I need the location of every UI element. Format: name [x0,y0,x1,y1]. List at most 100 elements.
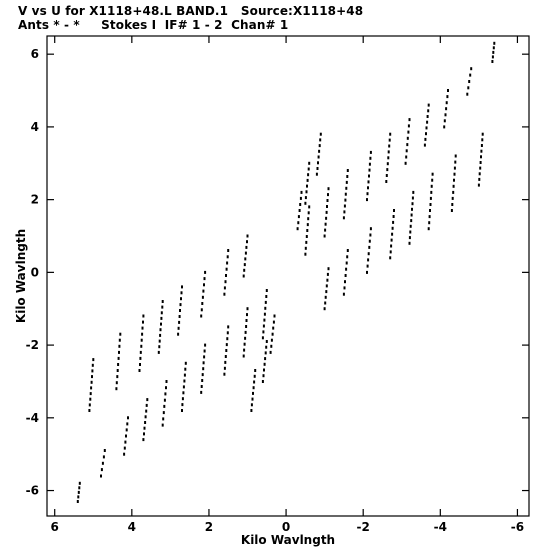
uv-point [251,397,254,401]
uv-point [142,438,145,442]
uv-point [140,338,143,342]
uv-point [271,332,274,336]
chart-title: V vs U for X1118+48.L BAND.1 Source:X111… [18,4,364,18]
uv-point [144,421,147,424]
uv-point [223,366,226,370]
uv-point [264,351,267,355]
uv-point [451,196,454,200]
uv-point [298,209,301,212]
uv-point [89,397,92,401]
plot-frame [46,35,530,517]
uv-point [77,495,80,499]
y-tick-label: -4 [26,411,39,425]
uv-point [246,240,248,244]
uv-point [453,172,456,176]
uv-point [326,278,329,282]
uv-point [326,272,329,276]
uv-point [141,326,144,330]
x-tick-label: 2 [205,520,213,534]
uv-point [100,468,103,472]
uv-point [164,392,167,396]
uv-point [262,330,265,334]
uv-point [315,172,318,176]
uv-point [453,178,455,182]
uv-point [390,238,393,242]
uv-point [91,363,94,367]
uv-point [296,227,299,231]
uv-point [270,344,273,348]
y-tick-label: -6 [26,484,39,498]
uv-point [366,192,369,196]
uv-point [178,320,181,324]
uv-point [367,180,370,184]
uv-point [316,167,319,170]
uv-point [466,92,469,96]
uv-point [226,331,229,335]
uv-point [306,178,309,182]
uv-point [344,274,347,277]
uv-point [368,174,370,178]
uv-point [481,138,484,142]
uv-point [160,316,163,320]
uv-point [184,361,187,365]
uv-point [299,196,302,200]
uv-point [264,300,267,304]
uv-point [368,245,371,249]
uv-point [346,175,349,178]
uv-point [161,300,164,303]
uv-point [297,215,300,219]
uv-point [410,213,413,217]
uv-point [91,369,94,373]
uv-point [272,320,275,324]
uv-point [426,115,429,118]
uv-point [179,309,181,312]
uv-point [78,486,81,490]
uv-point [242,274,245,278]
uv-point [308,205,311,209]
uv-point [163,398,166,402]
y-axis-label: Kilo Wavlngth [14,229,28,323]
uv-point [182,391,185,395]
uv-point [343,204,346,208]
uv-point [327,187,330,191]
y-tick-label: 2 [31,193,39,207]
uv-point [203,349,206,353]
uv-point [243,268,246,272]
uv-point [445,107,448,111]
uv-point [242,354,245,358]
uv-point [144,415,147,419]
uv-point [181,285,183,289]
uv-point [158,345,161,349]
uv-point [323,234,326,238]
uv-point [407,124,410,128]
uv-point [224,355,227,358]
uv-point [366,264,369,268]
uv-point [393,209,395,212]
uv-point [327,267,330,271]
uv-point [326,199,329,202]
uv-point [446,95,449,99]
uv-point [451,203,454,206]
uv-point [480,149,483,153]
uv-point [246,313,248,317]
uv-point [452,184,455,188]
uv-point [262,324,265,328]
uv-point [318,149,321,153]
uv-point [386,168,389,172]
uv-point [478,177,481,181]
uv-point [342,216,345,220]
x-tick-label: 0 [282,520,290,534]
uv-point [243,342,246,346]
uv-point [225,267,228,271]
uv-point [226,255,229,259]
uv-point [368,239,371,243]
uv-point [160,322,162,326]
uv-point [223,372,226,376]
uv-point [124,440,127,444]
uv-point [265,345,268,349]
uv-point [139,350,142,354]
uv-point [319,132,322,136]
uv-point [429,203,432,206]
uv-point [224,280,227,284]
uv-point [89,392,92,396]
